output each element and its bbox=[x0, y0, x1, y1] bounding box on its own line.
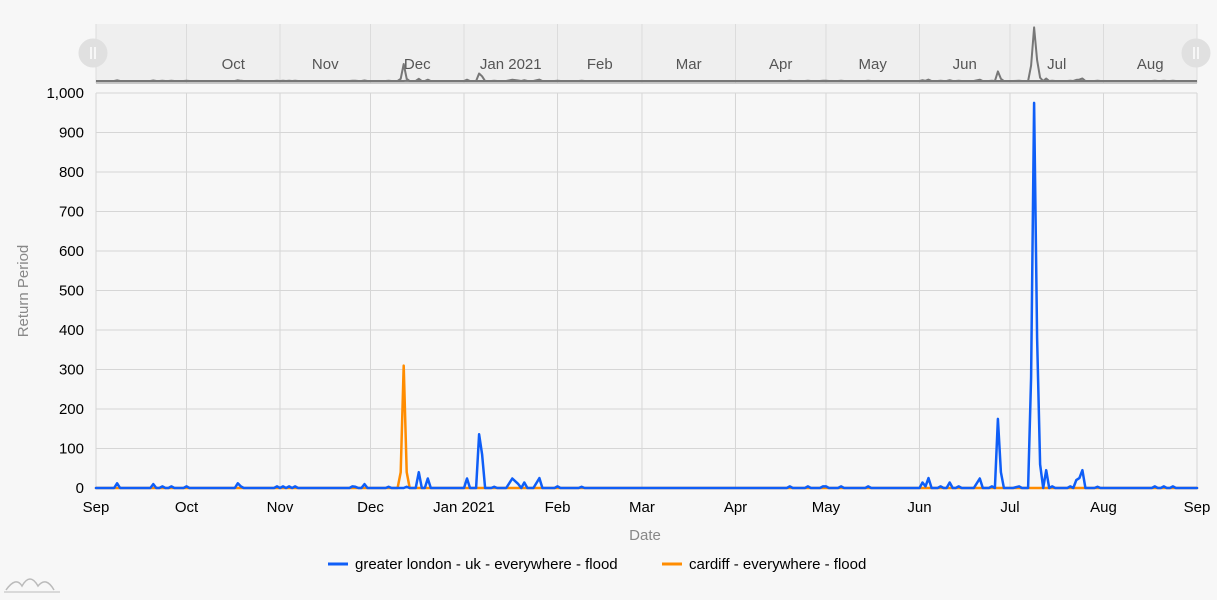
x-tick-label: Sep bbox=[83, 499, 110, 516]
scrollbar-label: Jun bbox=[953, 56, 977, 73]
scrollbar-label: Jan 2021 bbox=[480, 56, 542, 73]
series-line-0 bbox=[94, 101, 1199, 490]
y-tick-label: 100 bbox=[59, 441, 84, 458]
y-tick-label: 300 bbox=[59, 362, 84, 379]
y-tick-label: 1,000 bbox=[46, 85, 84, 102]
y-tick-label: 600 bbox=[59, 243, 84, 260]
scrollbar-label: Mar bbox=[676, 56, 702, 73]
scrollbar-label: Oct bbox=[222, 56, 246, 73]
scrollbar-end-grip[interactable] bbox=[1181, 38, 1211, 68]
logo-wave-icon bbox=[5, 578, 55, 591]
scrollbar-label: Feb bbox=[587, 56, 613, 73]
legend-item[interactable]: greater london - uk - everywhere - flood bbox=[328, 556, 618, 573]
legend: greater london - uk - everywhere - flood… bbox=[328, 556, 866, 573]
chart-logo bbox=[4, 578, 60, 593]
x-tick-label: Mar bbox=[629, 499, 655, 516]
x-axis-title: Date bbox=[629, 527, 661, 544]
x-tick-label: Feb bbox=[545, 499, 571, 516]
x-tick-label: Oct bbox=[175, 499, 199, 516]
x-tick-label: Dec bbox=[357, 499, 384, 516]
scrollbar-track[interactable] bbox=[96, 24, 1197, 83]
x-tick-label: Apr bbox=[724, 499, 747, 516]
y-tick-label: 0 bbox=[76, 480, 84, 497]
scrollbar-label: Dec bbox=[404, 56, 431, 73]
x-tick-label: Jun bbox=[907, 499, 931, 516]
legend-label: cardiff - everywhere - flood bbox=[689, 556, 866, 573]
x-tick-label: May bbox=[812, 499, 841, 516]
series-lines bbox=[94, 101, 1199, 490]
y-tick-label: 900 bbox=[59, 125, 84, 142]
scrollbar-label: Apr bbox=[769, 56, 792, 73]
scrollbar-label: May bbox=[859, 56, 888, 73]
x-tick-label: Aug bbox=[1090, 499, 1117, 516]
y-axis-title: Return Period bbox=[15, 245, 32, 338]
y-tick-label: 400 bbox=[59, 322, 84, 339]
scrollbar-series-line bbox=[96, 63, 1197, 82]
x-axis: Sep Oct Nov Dec Jan 2021 Feb Mar Apr May Jun Jul Au… bbox=[83, 487, 1211, 516]
scrollbar-label: Jul bbox=[1047, 56, 1066, 73]
y-axis: 0 100 200 300 400 500 600 700 800 900 1,000 bbox=[46, 85, 84, 497]
y-tick-label: 500 bbox=[59, 283, 84, 300]
scrollbar[interactable]: Oct Nov Dec Jan 2021 Feb Mar Apr May Jun Jul Aug bbox=[78, 24, 1211, 84]
scrollbar-start-grip[interactable] bbox=[78, 38, 108, 68]
legend-item[interactable]: cardiff - everywhere - flood bbox=[662, 556, 866, 573]
gridlines bbox=[95, 92, 1198, 489]
x-tick-label: Nov bbox=[267, 499, 294, 516]
y-tick-label: 800 bbox=[59, 164, 84, 181]
x-tick-label: Sep bbox=[1184, 499, 1211, 516]
grip-handle-icon bbox=[78, 38, 108, 68]
scrollbar-label: Aug bbox=[1137, 56, 1164, 73]
x-tick-label: Jul bbox=[1000, 499, 1019, 516]
scrollbar-label: Nov bbox=[312, 56, 339, 73]
y-tick-label: 700 bbox=[59, 204, 84, 221]
x-tick-label: Jan 2021 bbox=[433, 499, 495, 516]
y-tick-label: 200 bbox=[59, 401, 84, 418]
legend-label: greater london - uk - everywhere - flood bbox=[355, 556, 618, 573]
grip-handle-icon bbox=[1181, 38, 1211, 68]
